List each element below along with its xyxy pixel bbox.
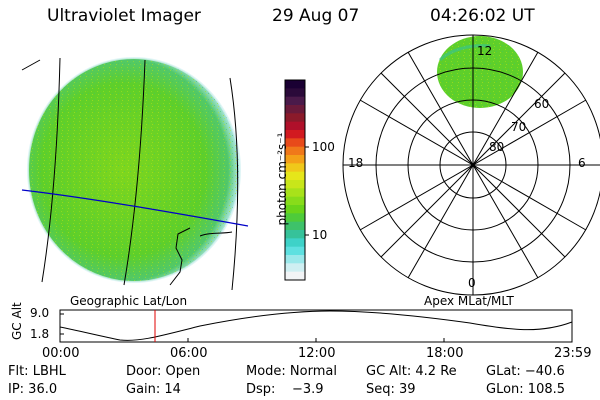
orbit-altitude-plot: [59, 309, 573, 343]
colorbar-band: [285, 163, 305, 173]
info-mode: Mode: Normal: [246, 364, 337, 379]
colorbar-band: [285, 238, 305, 248]
colorbar-band: [285, 130, 305, 139]
info-gain: Gain: 14: [126, 382, 181, 397]
orbit-x-tick-0: 00:00: [42, 346, 80, 361]
geographic-globe: [21, 57, 249, 291]
colorbar-band: [285, 113, 305, 123]
colorbar-band: [285, 213, 305, 223]
info-dsp: Dsp: −3.9: [246, 382, 324, 397]
colorbar-band: [285, 171, 305, 181]
colorbar-band: [285, 121, 305, 131]
colorbar-band: [285, 246, 305, 256]
colorbar-band: [285, 146, 305, 156]
colorbar-tick-100: 100: [312, 140, 335, 154]
geographic-panel-label: Geographic Lat/Lon: [70, 294, 188, 308]
info-filter: Flt: LBHL: [8, 364, 66, 379]
mlat-label-70: 70: [511, 120, 527, 134]
colorbar-band: [285, 221, 305, 231]
colorbar-band: [285, 138, 305, 148]
instrument-title: Ultraviolet Imager: [47, 6, 201, 26]
colorbar-band: [285, 180, 305, 189]
orbit-x-tick-3: 18:00: [426, 346, 464, 361]
orbit-x-tick-1: 06:00: [170, 346, 208, 361]
colorbar-band: [285, 230, 305, 239]
colorbar-band: [285, 271, 305, 281]
info-glon: GLon: 108.5: [486, 382, 566, 397]
colorbar-band: [285, 255, 305, 264]
mlt-label-18: 18: [348, 156, 364, 170]
info-glat: GLat: −40.6: [486, 364, 565, 379]
orbit-y-axis-label: GC Alt: [10, 302, 24, 340]
image-time: 04:26:02 UT: [430, 6, 535, 26]
orbit-x-tick-4: 23:59: [554, 346, 592, 361]
colorbar-band: [285, 155, 305, 164]
colorbar-band: [285, 88, 305, 98]
colorbar-band: [285, 188, 305, 198]
mlat-label-60: 60: [534, 97, 550, 111]
info-seq: Seq: 39: [366, 382, 416, 397]
colorbar-band: [285, 96, 305, 106]
colorbar-tick-10: 10: [312, 228, 328, 242]
mlt-label-0: 0: [468, 276, 476, 290]
colorbar-band: [285, 196, 305, 206]
info-ip: IP: 36.0: [8, 382, 58, 397]
info-gc-alt: GC Alt: 4.2 Re: [366, 364, 457, 379]
colorbar-band: [285, 263, 305, 273]
colorbar-band: [285, 205, 305, 214]
colorbar-band: [285, 80, 305, 89]
apex-polar-plot: [342, 34, 600, 296]
mlt-label-12: 12: [477, 44, 493, 58]
colorbar-unit-label: photon cm⁻²s⁻¹: [275, 132, 289, 226]
orbit-y-tick-top: 9.0: [30, 306, 50, 320]
colorbar: [284, 79, 309, 281]
mlat-label-80: 80: [489, 140, 505, 154]
colorbar-band: [285, 105, 305, 114]
orbit-x-tick-2: 12:00: [298, 346, 336, 361]
mlt-label-6: 6: [578, 156, 586, 170]
orbit-y-tick-bottom: 1.8: [30, 327, 50, 341]
apex-panel-label: Apex MLat/MLT: [424, 294, 514, 308]
image-date: 29 Aug 07: [272, 6, 360, 26]
info-door: Door: Open: [126, 364, 201, 379]
